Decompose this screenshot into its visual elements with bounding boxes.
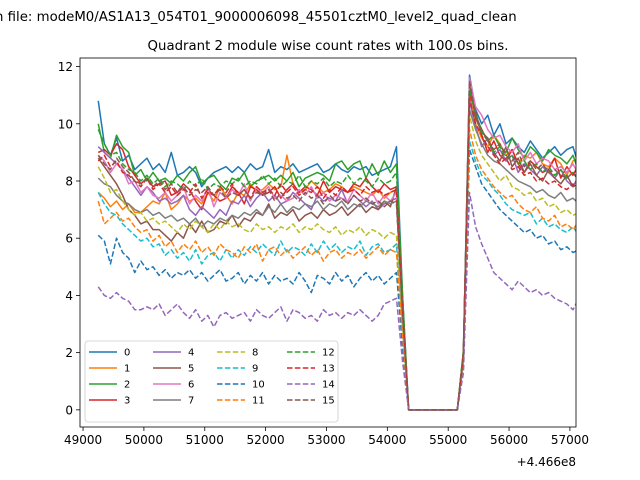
- y-tick-label: 10: [58, 117, 73, 131]
- series-line-2: [97, 85, 576, 411]
- series-line-9: [97, 140, 576, 411]
- legend-label-1: 1: [124, 364, 130, 375]
- legend-label-6: 6: [188, 380, 194, 391]
- legend-label-0: 0: [124, 348, 130, 359]
- legend-label-4: 4: [188, 348, 194, 359]
- legend-label-7: 7: [188, 396, 194, 407]
- figure-suptitle: n file: modeM0/AS1A13_054T01_9000006098_…: [0, 10, 517, 25]
- x-tick-label: 51000: [186, 433, 224, 447]
- legend-label-12: 12: [322, 348, 335, 359]
- x-tick-label: 57000: [551, 433, 589, 447]
- series-line-10: [97, 148, 576, 411]
- x-tick-label: 53000: [307, 433, 345, 447]
- x-tick-label: 52000: [247, 433, 285, 447]
- x-tick-label: 49000: [64, 433, 102, 447]
- legend-label-2: 2: [124, 380, 130, 391]
- series-line-15: [97, 80, 576, 411]
- y-tick-label: 4: [65, 289, 73, 303]
- legend-label-11: 11: [252, 396, 265, 407]
- x-offset-label: +4.466e8: [517, 455, 576, 469]
- legend-label-5: 5: [188, 364, 194, 375]
- legend-label-14: 14: [322, 380, 335, 391]
- legend-label-3: 3: [124, 396, 130, 407]
- series-line-7: [97, 108, 576, 411]
- series-line-5: [97, 82, 576, 411]
- plot-series: [97, 74, 576, 411]
- legend-box: [84, 340, 339, 423]
- x-tick-label: 56000: [490, 433, 528, 447]
- x-tick-label: 50000: [125, 433, 163, 447]
- x-tick-label: 55000: [429, 433, 467, 447]
- legend-label-10: 10: [252, 380, 265, 391]
- y-tick-label: 0: [65, 403, 73, 417]
- x-axis: 49000 50000 51000 52000 53000 54000 55000 56000…: [64, 427, 589, 447]
- y-tick-label: 8: [65, 175, 73, 189]
- y-tick-label: 12: [58, 60, 73, 74]
- y-tick-label: 6: [65, 232, 73, 246]
- series-line-3: [97, 91, 576, 411]
- series-line-8: [97, 114, 576, 411]
- legend-label-15: 15: [322, 396, 335, 407]
- x-tick-label: 54000: [368, 433, 406, 447]
- series-line-13: [97, 97, 576, 411]
- y-axis: 0 2 4 6 8 10 12: [58, 60, 80, 417]
- legend-label-13: 13: [322, 364, 335, 375]
- plot-frame: [79, 57, 577, 428]
- legend-label-9: 9: [252, 364, 258, 375]
- series-line-14: [97, 191, 576, 411]
- y-tick-label: 2: [65, 346, 73, 360]
- series-line-12: [97, 88, 576, 411]
- chart-title: Quadrant 2 module wise count rates with …: [148, 39, 509, 54]
- legend-label-8: 8: [252, 348, 258, 359]
- series-line-11: [97, 128, 576, 411]
